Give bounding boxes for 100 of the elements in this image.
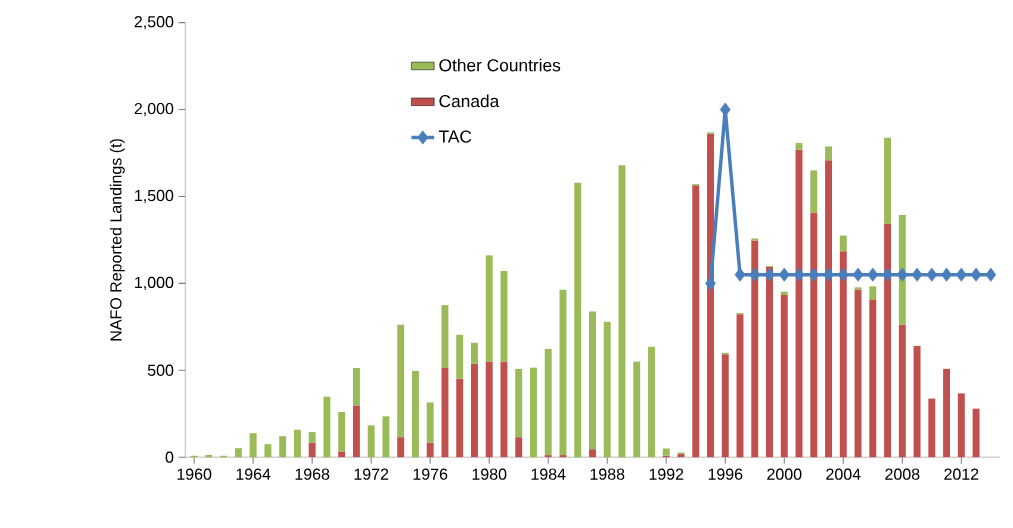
point: [823, 267, 834, 282]
x-tick-label: 1988: [590, 468, 625, 480]
point: [911, 267, 923, 282]
x-tick-label: 1980: [472, 468, 507, 480]
bar: [810, 170, 818, 213]
bar: [367, 425, 375, 458]
bar: [751, 238, 759, 241]
bar: [898, 324, 906, 458]
bar: [500, 361, 508, 458]
x-tick-label: 1992: [649, 468, 684, 480]
bar: [411, 371, 419, 458]
bar: [352, 368, 360, 406]
bar: [869, 286, 877, 300]
x-tick-label: 1984: [531, 468, 566, 480]
bar: [264, 444, 272, 458]
bar: [780, 291, 788, 296]
bar: [397, 437, 405, 458]
point: [941, 267, 952, 282]
bar: [839, 235, 847, 252]
bar: [441, 368, 449, 458]
point: [970, 267, 982, 282]
y-tick-label: 1,500: [135, 189, 174, 204]
bar: [884, 137, 892, 224]
point: [926, 267, 938, 282]
y-tick-label: 2,000: [134, 103, 174, 117]
bar: [485, 255, 493, 362]
bar: [839, 251, 847, 458]
y-tick-label: 0: [165, 451, 174, 463]
bar: [308, 442, 316, 458]
point: [867, 267, 879, 282]
point: [852, 267, 864, 282]
bar: [308, 432, 316, 443]
x-tick-label: 2012: [944, 468, 979, 480]
y-tick-label: 500: [147, 364, 174, 377]
legend-label: Other Countries: [439, 58, 561, 72]
bar: [352, 405, 360, 458]
bar: [470, 342, 478, 364]
bar: [854, 287, 862, 290]
y-tick-label: 1,000: [135, 276, 174, 291]
point: [896, 267, 908, 282]
x-tick-label: 1972: [354, 468, 389, 480]
point: [734, 267, 746, 282]
bar: [957, 393, 965, 458]
bar: [825, 146, 832, 161]
bar: [338, 451, 346, 458]
bar: [928, 398, 936, 458]
bar: [544, 348, 552, 456]
point: [719, 102, 731, 117]
bar: [662, 448, 670, 456]
x-tick-label: 1976: [413, 468, 448, 480]
x-tick-label: 1964: [236, 468, 271, 480]
x-tick-label: 1968: [295, 468, 330, 480]
bar: [397, 324, 405, 438]
bar: [589, 449, 596, 458]
point: [705, 276, 716, 291]
bar: [426, 442, 434, 458]
legend-label: Canada: [439, 94, 500, 108]
bar: [574, 182, 582, 458]
bar: [249, 433, 257, 458]
bar: [854, 289, 862, 458]
bar: [707, 133, 714, 458]
bar: [721, 354, 729, 458]
bar: [382, 416, 390, 458]
point: [837, 267, 849, 282]
bar: [780, 295, 788, 458]
bar: [456, 378, 464, 458]
bar: [869, 299, 877, 458]
point: [882, 267, 893, 282]
bar: [456, 334, 464, 379]
x-tick-label: 1996: [708, 468, 743, 480]
bar: [648, 346, 655, 458]
bar: [426, 402, 434, 443]
bar: [810, 212, 818, 458]
bar: [825, 160, 832, 458]
point: [808, 267, 820, 282]
bar: [293, 429, 301, 458]
bar: [898, 214, 906, 325]
point: [764, 267, 775, 282]
bar: [766, 266, 773, 458]
bar: [884, 223, 892, 458]
bar: [589, 311, 596, 450]
point: [749, 267, 761, 282]
bar: [603, 321, 611, 458]
bar: [515, 368, 523, 438]
x-tick-label: 2008: [885, 468, 920, 480]
y-tick-label: 2,500: [134, 16, 174, 30]
bar: [692, 185, 700, 458]
bar: [323, 396, 331, 458]
point: [793, 267, 805, 282]
y-axis-title: NAFO Reported Landings (t): [109, 139, 125, 341]
point: [985, 267, 997, 282]
bar: [633, 361, 641, 458]
bar: [544, 455, 552, 458]
x-tick-label: 2004: [826, 468, 861, 480]
bar: [972, 408, 980, 458]
bar: [470, 363, 478, 458]
bar: [234, 448, 242, 458]
bar: [279, 436, 287, 458]
bar: [530, 367, 537, 458]
bar: [485, 361, 493, 458]
